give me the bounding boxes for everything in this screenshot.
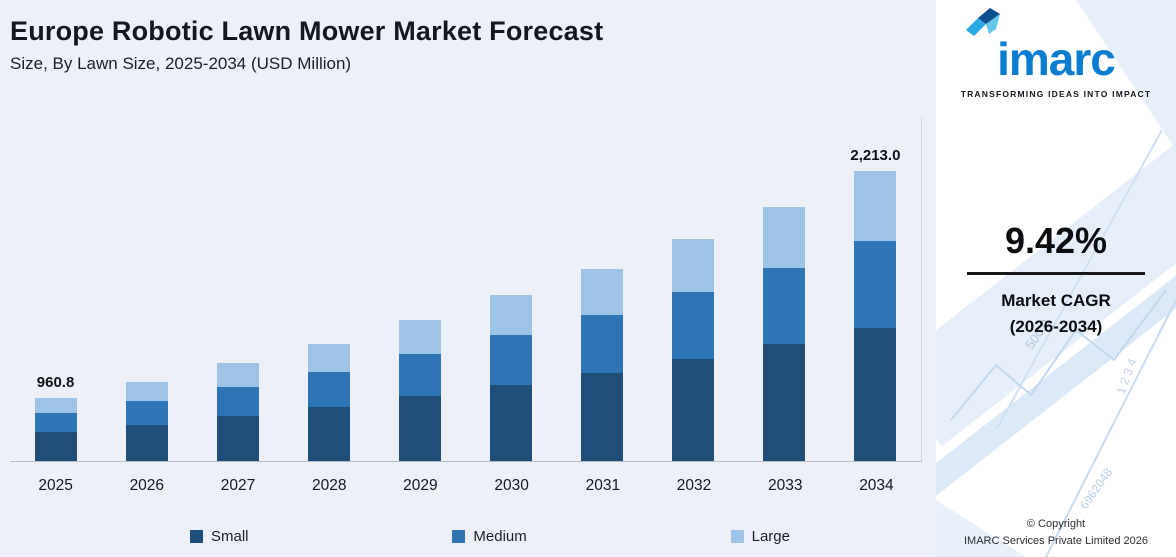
stacked-bar-2031	[581, 269, 624, 461]
bar-value-label-2025: 960.8	[36, 374, 75, 391]
legend-swatch-small	[190, 530, 203, 543]
cagr-value: 9.42%	[1004, 220, 1108, 261]
stacked-bar-2029	[398, 320, 441, 461]
x-axis-label-2027: 2027	[220, 477, 256, 494]
legend-label-medium: Medium	[473, 528, 527, 545]
divider	[967, 272, 1145, 275]
bar-column-2030	[465, 271, 556, 461]
x-axis-label-2025: 2025	[38, 477, 73, 494]
bar-segment-large-2029	[398, 320, 441, 354]
imarc-logo: imarc TRANSFORMING IDEAS INTO IMPACT	[936, 8, 1176, 99]
decorative-background-graphic: 500.0 1 2 3 4 6962048	[936, 0, 1176, 557]
bar-segment-medium-2027	[216, 387, 259, 416]
bar-segment-small-2029	[398, 396, 441, 461]
x-axis-label-2033: 2033	[767, 477, 803, 494]
bar-column-2027	[192, 339, 283, 461]
x-axis-label-2031: 2031	[585, 477, 621, 494]
bar-column-2028	[283, 320, 374, 461]
stacked-bar-2028	[307, 344, 350, 461]
bar-segment-large-2031	[581, 269, 624, 315]
bar-segment-small-2028	[307, 407, 350, 461]
bar-segment-large-2032	[672, 239, 715, 292]
bar-segment-medium-2028	[307, 372, 350, 407]
chart-header: Europe Robotic Lawn Mower Market Forecas…	[10, 16, 926, 74]
x-axis-label-2032: 2032	[676, 477, 712, 494]
legend-item-small: Small	[190, 528, 249, 545]
bar-segment-medium-2034	[854, 241, 897, 328]
page-title: Europe Robotic Lawn Mower Market Forecas…	[10, 16, 604, 46]
bar-segment-medium-2033	[763, 268, 806, 344]
brand-sidebar: 500.0 1 2 3 4 6962048 imarc TRANSFORMING…	[936, 0, 1176, 557]
chart-panel: Europe Robotic Lawn Mower Market Forecas…	[10, 16, 926, 545]
cagr-label-line1: Market CAGR	[1001, 291, 1111, 310]
bar-column-2033	[739, 183, 830, 461]
stacked-bar-2034	[854, 171, 897, 461]
x-axis-label-2028: 2028	[311, 477, 347, 494]
bar-segment-large-2030	[490, 295, 533, 335]
legend-label-large: Large	[751, 528, 790, 545]
stacked-bar-chart: 960.8 2,213.0	[10, 117, 922, 462]
cagr-block: 9.42% Market CAGR (2026-2034)	[936, 220, 1176, 341]
bar-column-2031	[557, 245, 648, 461]
x-axis: 2025 2026 2027 2028 2029 2030 2031 2032 2033 2034	[10, 468, 922, 495]
bar-segment-small-2032	[672, 359, 715, 461]
copyright-notice: © Copyright IMARC Services Private Limit…	[936, 516, 1176, 549]
x-axis-label-2034: 2034	[859, 477, 894, 494]
legend-swatch-medium	[452, 530, 466, 543]
bar-segment-medium-2025	[34, 413, 77, 432]
bar-segment-medium-2030	[490, 335, 533, 385]
stacked-bar-2025	[34, 398, 77, 461]
stacked-bar-2030	[490, 295, 533, 461]
bar-segment-small-2025	[34, 432, 77, 461]
imarc-tagline: TRANSFORMING IDEAS INTO IMPACT	[960, 89, 1152, 99]
bar-segment-large-2027	[216, 363, 259, 387]
bar-segment-medium-2032	[672, 292, 715, 359]
bar-segment-small-2031	[581, 373, 624, 461]
bar-column-2025: 960.8	[10, 374, 101, 461]
bar-segment-large-2025	[34, 398, 77, 413]
bar-segment-large-2026	[125, 382, 168, 401]
bar-column-2032	[648, 215, 739, 461]
copyright-line2: IMARC Services Private Limited 2026	[963, 534, 1148, 547]
bar-column-2034: 2,213.0	[830, 147, 921, 461]
bar-segment-small-2030	[490, 385, 533, 461]
bar-segment-large-2034	[854, 171, 897, 241]
chart-subtitle: Size, By Lawn Size, 2025-2034 (USD Milli…	[10, 54, 352, 73]
sidebar-content: imarc TRANSFORMING IDEAS INTO IMPACT 9.4…	[936, 0, 1176, 557]
bar-segment-large-2028	[307, 344, 350, 372]
legend-swatch-large	[730, 530, 744, 543]
imarc-logo-icon	[966, 8, 1000, 36]
bar-segment-large-2033	[763, 207, 806, 268]
stacked-bar-2027	[216, 363, 259, 461]
x-axis-label-2026: 2026	[129, 477, 165, 494]
imarc-logo-text: imarc	[997, 33, 1116, 85]
stacked-bar-2032	[672, 239, 715, 461]
bar-segment-small-2026	[125, 425, 168, 461]
bar-column-2029	[374, 296, 465, 461]
bar-segment-medium-2029	[398, 354, 441, 396]
chart-legend: Small Medium Large	[190, 528, 790, 545]
stacked-bar-2033	[763, 207, 806, 461]
bar-column-2026	[101, 358, 192, 461]
x-axis-label-2029: 2029	[403, 477, 438, 494]
x-axis-label-2030: 2030	[494, 477, 529, 494]
bar-segment-medium-2031	[581, 315, 624, 373]
copyright-line1: © Copyright	[1026, 518, 1086, 530]
bar-value-label-2034: 2,213.0	[850, 147, 901, 164]
legend-label-small: Small	[211, 528, 249, 545]
bar-segment-small-2034	[854, 328, 897, 461]
bar-segment-small-2033	[763, 344, 806, 461]
cagr-label-line2: (2026-2034)	[1009, 317, 1103, 337]
legend-item-medium: Medium	[452, 528, 527, 545]
legend-item-large: Large	[730, 528, 790, 545]
stacked-bar-2026	[125, 382, 168, 461]
bar-segment-medium-2026	[125, 401, 168, 425]
cagr-label: Market CAGR (2026-2034)	[936, 288, 1176, 341]
bar-segment-small-2027	[216, 416, 259, 461]
